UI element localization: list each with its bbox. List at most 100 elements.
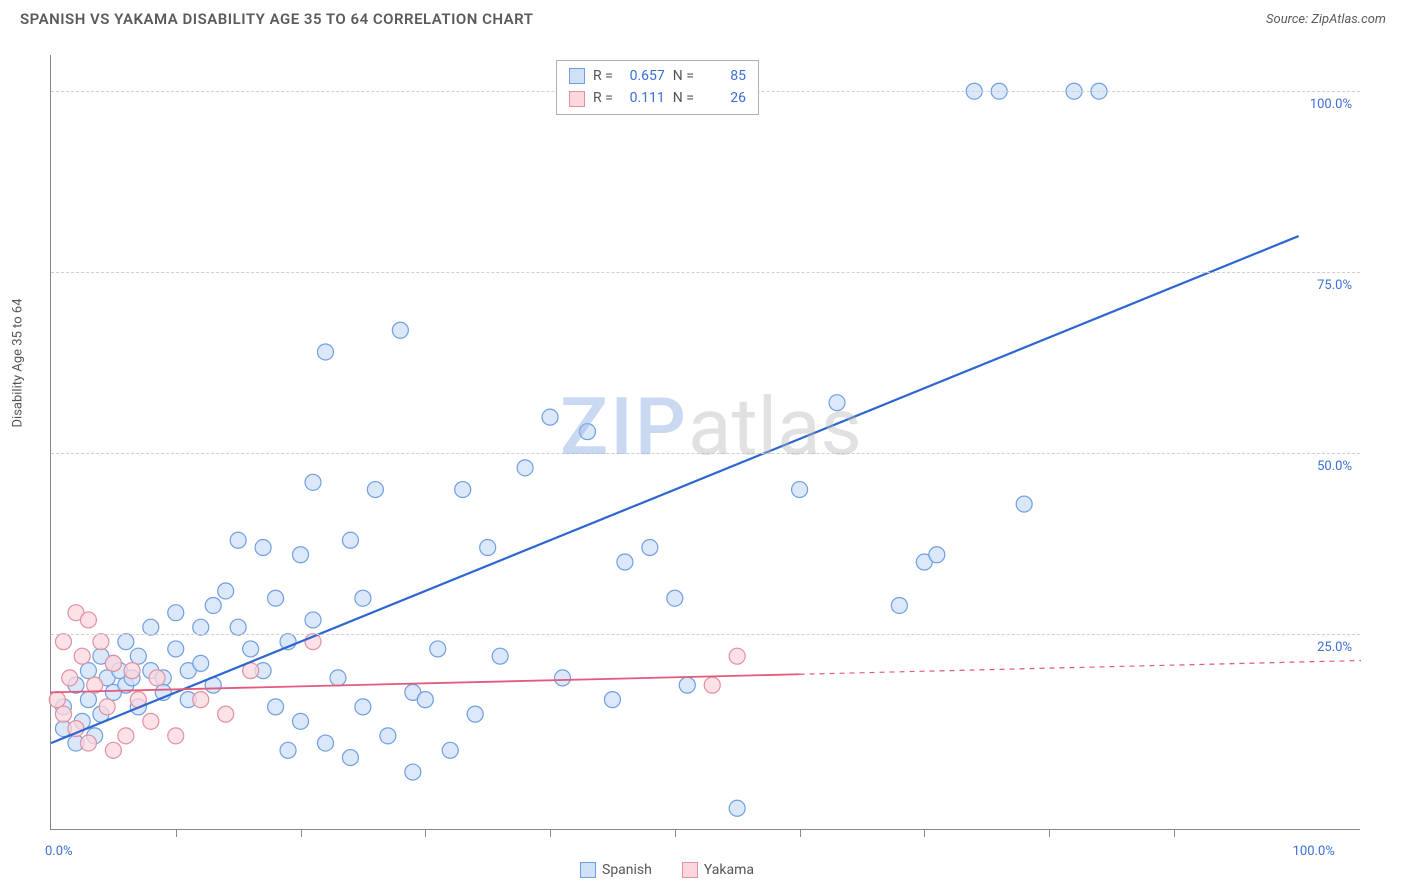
x-tick — [924, 829, 925, 837]
data-point — [80, 663, 96, 679]
data-point — [230, 532, 246, 548]
data-point — [49, 692, 65, 708]
x-tick — [425, 829, 426, 837]
x-tick — [1049, 829, 1050, 837]
x-tick-label: 100.0% — [1293, 844, 1335, 859]
x-tick — [1174, 829, 1175, 837]
data-point — [218, 706, 234, 722]
data-point — [193, 655, 209, 671]
data-point — [62, 670, 78, 686]
stat-n-value: 85 — [702, 65, 746, 87]
data-point — [293, 547, 309, 563]
data-point — [105, 742, 121, 758]
data-point — [105, 655, 121, 671]
data-point — [829, 395, 845, 411]
data-point — [80, 612, 96, 628]
data-point — [80, 735, 96, 751]
data-point — [380, 728, 396, 744]
data-point — [355, 699, 371, 715]
x-tick — [176, 829, 177, 837]
data-point — [93, 634, 109, 650]
legend-label: Spanish — [602, 862, 652, 878]
data-point — [330, 670, 346, 686]
data-point — [417, 692, 433, 708]
data-point — [891, 597, 907, 613]
data-point — [929, 547, 945, 563]
data-point — [149, 670, 165, 686]
x-tick — [800, 829, 801, 837]
data-point — [405, 764, 421, 780]
data-point — [317, 735, 333, 751]
legend: Spanish Yakama — [580, 862, 754, 878]
data-point — [642, 540, 658, 556]
data-point — [430, 641, 446, 657]
data-point — [342, 532, 358, 548]
data-point — [792, 482, 808, 498]
data-point — [305, 474, 321, 490]
data-point — [729, 800, 745, 816]
data-point — [193, 692, 209, 708]
legend-swatch — [580, 862, 596, 878]
stat-r-label: R = — [593, 87, 613, 109]
data-point — [143, 713, 159, 729]
y-tick-label: 100.0% — [1310, 97, 1352, 112]
legend-swatch — [569, 68, 585, 84]
stat-n-value: 26 — [702, 87, 746, 109]
data-point — [1016, 496, 1032, 512]
data-point — [455, 482, 471, 498]
data-point — [579, 424, 595, 440]
data-point — [729, 648, 745, 664]
x-tick — [550, 829, 551, 837]
x-tick — [301, 829, 302, 837]
stat-n-label: N = — [673, 87, 694, 109]
data-point — [617, 554, 633, 570]
data-point — [467, 706, 483, 722]
data-point — [55, 634, 71, 650]
chart-title: SPANISH VS YAKAMA DISABILITY AGE 35 TO 6… — [20, 10, 533, 28]
data-point — [230, 619, 246, 635]
data-point — [480, 540, 496, 556]
data-point — [74, 648, 90, 664]
data-point — [679, 677, 695, 693]
data-point — [124, 663, 140, 679]
gridline — [51, 634, 1360, 635]
data-point — [604, 692, 620, 708]
data-point — [342, 750, 358, 766]
data-point — [542, 409, 558, 425]
data-point — [355, 590, 371, 606]
data-point — [392, 322, 408, 338]
data-point — [704, 677, 720, 693]
stat-r-label: R = — [593, 65, 613, 87]
legend-label: Yakama — [704, 862, 754, 878]
data-point — [168, 605, 184, 621]
data-point — [280, 742, 296, 758]
stat-r-value: 0.657 — [621, 65, 665, 87]
data-point — [218, 583, 234, 599]
stats-box: R = 0.657 N = 85 R = 0.111 N = 26 — [556, 60, 759, 115]
data-point — [442, 742, 458, 758]
stats-row: R = 0.111 N = 26 — [569, 87, 746, 109]
data-point — [168, 728, 184, 744]
data-point — [118, 634, 134, 650]
stat-r-value: 0.111 — [621, 87, 665, 109]
y-tick-label: 50.0% — [1317, 459, 1352, 474]
legend-swatch — [569, 91, 585, 107]
data-point — [293, 713, 309, 729]
legend-swatch — [682, 862, 698, 878]
x-tick — [675, 829, 676, 837]
y-tick-label: 25.0% — [1317, 640, 1352, 655]
data-point — [268, 699, 284, 715]
data-point — [80, 692, 96, 708]
gridline — [51, 272, 1360, 273]
stat-n-label: N = — [673, 65, 694, 87]
data-point — [143, 619, 159, 635]
source-label: Source: ZipAtlas.com — [1266, 12, 1386, 27]
data-point — [99, 699, 115, 715]
scatter-plot — [51, 55, 1360, 829]
data-point — [305, 612, 321, 628]
y-axis-label: Disability Age 35 to 64 — [11, 299, 26, 428]
trend-line-yakama-extrap — [800, 661, 1361, 675]
stats-row: R = 0.657 N = 85 — [569, 65, 746, 87]
data-point — [517, 460, 533, 476]
y-tick-label: 75.0% — [1317, 278, 1352, 293]
